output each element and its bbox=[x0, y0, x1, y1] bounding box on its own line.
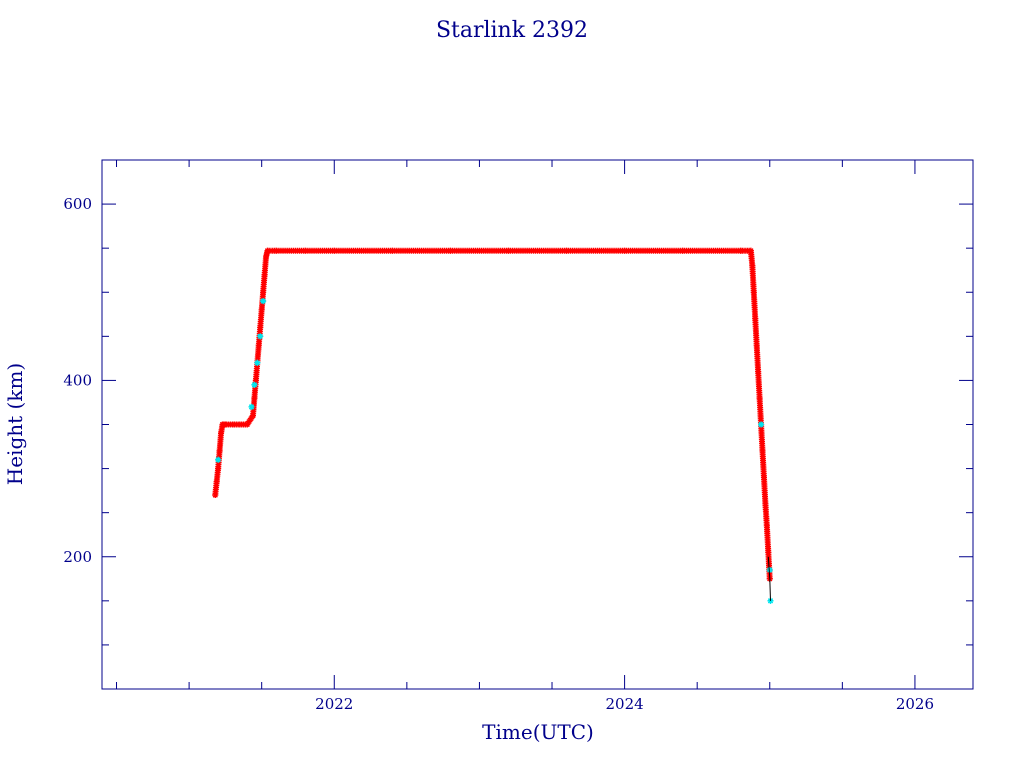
data-point bbox=[766, 566, 773, 573]
data-point bbox=[257, 333, 264, 340]
data-point bbox=[254, 359, 261, 366]
data-point bbox=[760, 474, 767, 481]
data-point bbox=[223, 421, 230, 428]
data-point bbox=[302, 247, 309, 254]
data-point bbox=[763, 522, 770, 529]
data-point bbox=[765, 549, 772, 556]
data-point bbox=[752, 315, 759, 322]
data-point bbox=[331, 247, 338, 254]
data-point bbox=[758, 421, 765, 428]
data-point bbox=[749, 262, 756, 269]
data-point bbox=[762, 500, 769, 507]
data-point bbox=[251, 395, 258, 402]
x-tick-label: 2022 bbox=[315, 695, 353, 713]
data-point bbox=[767, 597, 774, 604]
data-point bbox=[260, 298, 267, 305]
data-point bbox=[447, 247, 454, 254]
axis-ticks bbox=[102, 159, 973, 690]
data-point bbox=[264, 247, 271, 254]
data-point bbox=[621, 247, 628, 254]
data-point bbox=[249, 412, 256, 419]
series-markers-cyan bbox=[215, 298, 774, 604]
data-point bbox=[273, 247, 280, 254]
y-tick-label: 400 bbox=[63, 371, 92, 389]
data-point bbox=[747, 247, 754, 254]
data-point bbox=[251, 381, 258, 388]
data-point bbox=[737, 247, 744, 254]
x-tick-label: 2024 bbox=[606, 695, 644, 713]
series-line bbox=[767, 556, 771, 601]
data-point bbox=[261, 271, 268, 278]
data-marks bbox=[212, 247, 774, 604]
data-point bbox=[263, 253, 270, 260]
data-point bbox=[215, 456, 222, 463]
data-point bbox=[229, 421, 236, 428]
x-axis-label: Time(UTC) bbox=[482, 720, 594, 744]
series-markers-red bbox=[212, 247, 773, 582]
y-tick-label: 200 bbox=[63, 548, 92, 566]
data-point bbox=[756, 395, 763, 402]
data-point bbox=[260, 289, 267, 296]
data-point bbox=[563, 247, 570, 254]
data-point bbox=[750, 289, 757, 296]
data-point bbox=[248, 403, 255, 410]
data-point bbox=[218, 430, 225, 437]
data-point bbox=[215, 465, 222, 472]
data-point bbox=[236, 421, 243, 428]
data-point bbox=[679, 247, 686, 254]
data-point bbox=[389, 247, 396, 254]
data-point bbox=[212, 492, 219, 499]
y-tick-label: 600 bbox=[63, 195, 92, 213]
data-point bbox=[505, 247, 512, 254]
data-point bbox=[255, 342, 262, 349]
data-point bbox=[244, 421, 251, 428]
data-point bbox=[258, 306, 265, 313]
data-point bbox=[213, 478, 220, 485]
y-axis-label: Height (km) bbox=[3, 363, 27, 485]
data-point bbox=[257, 324, 264, 331]
tick-labels: 2022 2024 2026 200 400 600 bbox=[63, 195, 934, 713]
data-point bbox=[252, 377, 259, 384]
data-point bbox=[216, 447, 223, 454]
x-tick-label: 2026 bbox=[896, 695, 934, 713]
data-point bbox=[759, 447, 766, 454]
data-point bbox=[753, 342, 760, 349]
data-point bbox=[755, 368, 762, 375]
chart-title: Starlink 2392 bbox=[436, 18, 588, 43]
